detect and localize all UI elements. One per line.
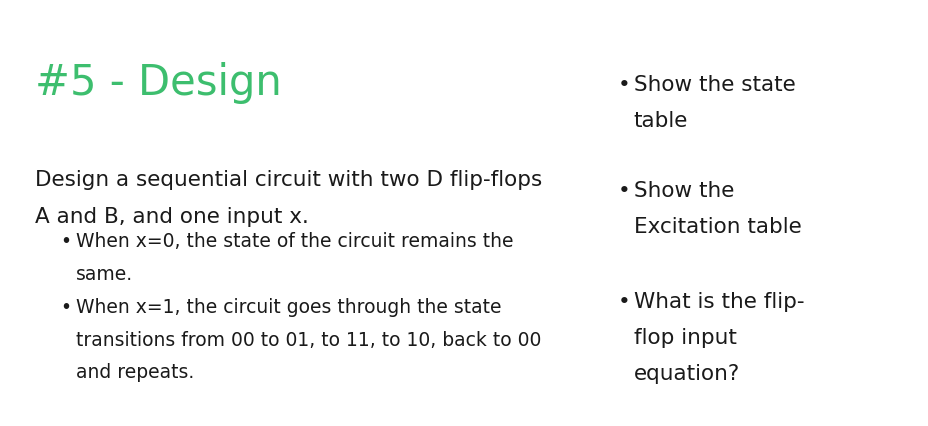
Text: equation?: equation? [633,364,739,384]
Text: Show the state: Show the state [633,75,794,95]
Text: When x=1, the circuit goes through the state: When x=1, the circuit goes through the s… [76,298,501,317]
Text: •: • [60,232,71,251]
Text: •: • [617,181,630,201]
Text: flop input: flop input [633,328,736,348]
Text: •: • [617,75,630,95]
Text: What is the flip-: What is the flip- [633,292,804,312]
Text: transitions from 00 to 01, to 11, to 10, back to 00: transitions from 00 to 01, to 11, to 10,… [76,331,541,350]
Text: Excitation table: Excitation table [633,217,801,237]
Text: •: • [60,298,71,317]
Text: When x=0, the state of the circuit remains the: When x=0, the state of the circuit remai… [76,232,513,251]
Text: same.: same. [76,265,133,284]
Text: table: table [633,111,688,131]
Text: Show the: Show the [633,181,733,201]
Text: Design a sequential circuit with two D flip-flops: Design a sequential circuit with two D f… [35,170,542,190]
Text: •: • [617,292,630,312]
Text: #5 - Design: #5 - Design [35,62,282,104]
Text: A and B, and one input x.: A and B, and one input x. [35,207,309,227]
Text: and repeats.: and repeats. [76,363,194,383]
